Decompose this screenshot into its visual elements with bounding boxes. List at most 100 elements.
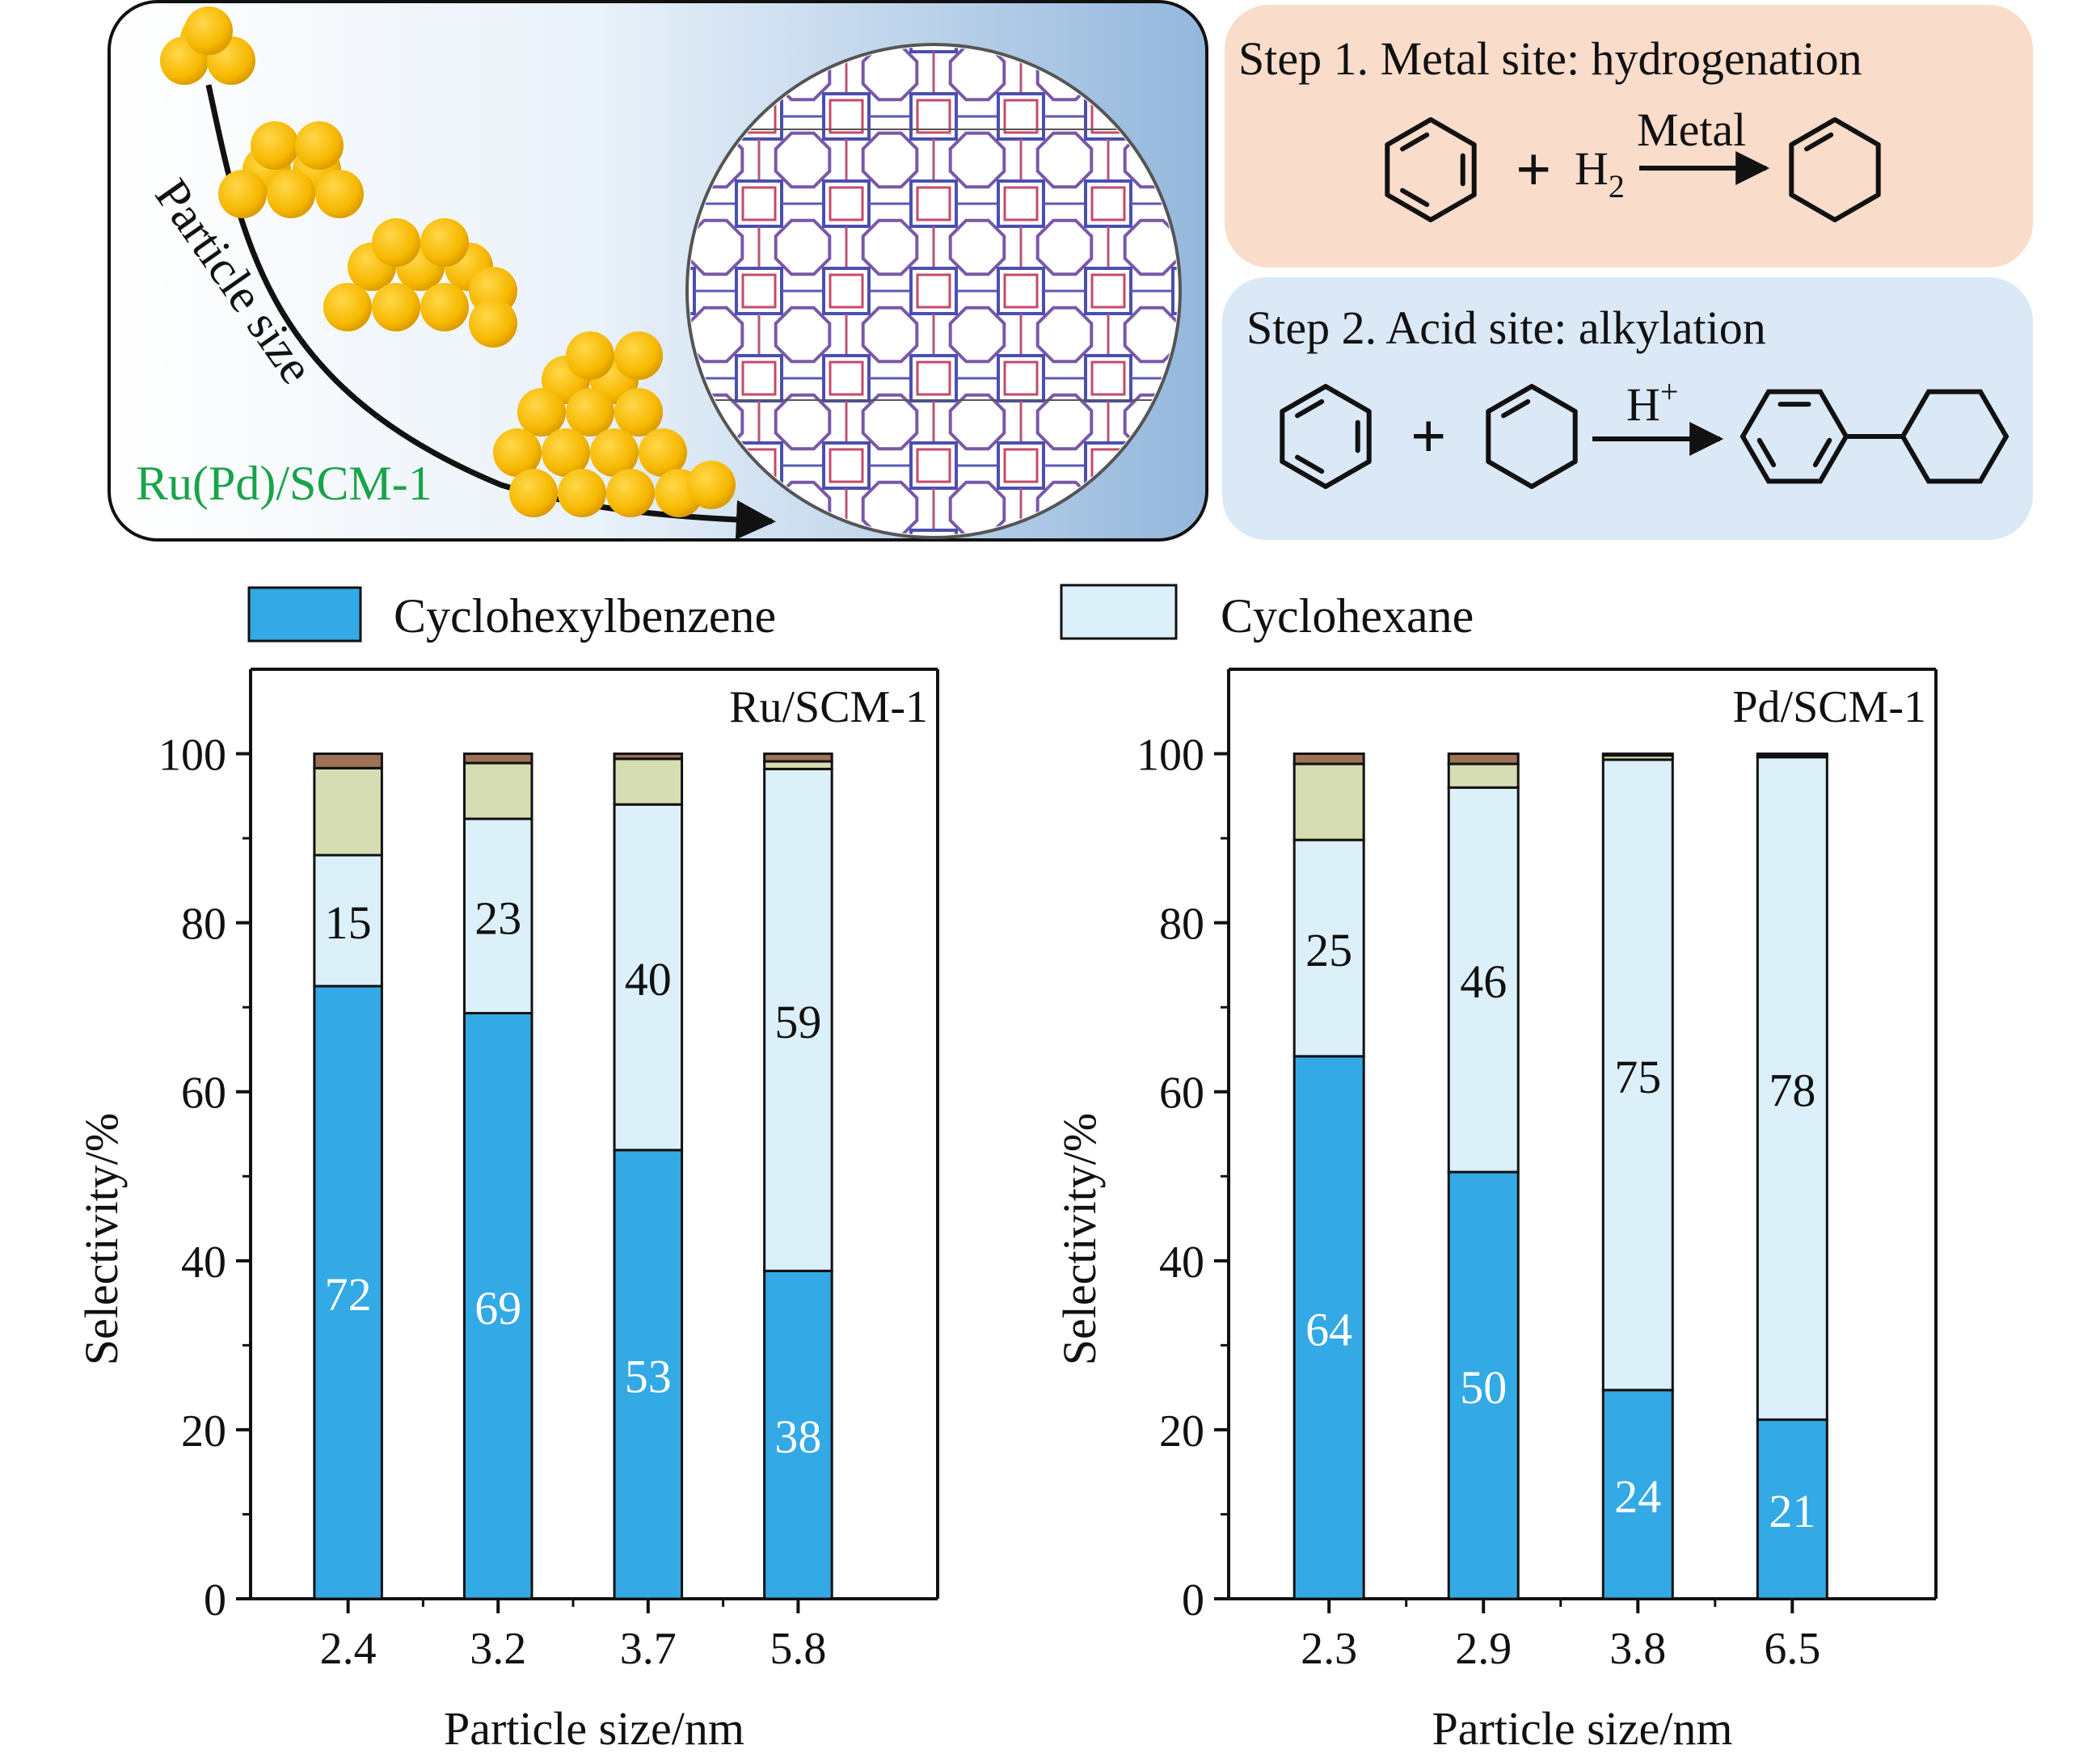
y-tick-label: 20 (181, 1406, 226, 1457)
nanoparticle (590, 428, 639, 477)
data-label: 53 (625, 1350, 672, 1402)
nanoparticle-clusters (160, 6, 736, 517)
y-axis-title: Selectivity/% (1053, 1113, 1106, 1366)
legend-label-cyclohexane: Cyclohexane (1221, 589, 1474, 643)
bar-segment (763, 767, 833, 1272)
nanoparticle (267, 170, 315, 218)
data-label: 21 (1769, 1485, 1815, 1537)
y-tick-label: 80 (1159, 900, 1204, 950)
bar-segment (1292, 762, 1365, 841)
data-label: 69 (474, 1282, 521, 1334)
x-tick-label: 3.8 (1609, 1624, 1666, 1674)
nanoparticle (614, 388, 663, 436)
illustration-panel: Particle size Ru(Pd)/SCM-1 (108, 0, 1208, 542)
nanoparticle (372, 218, 420, 267)
step2-title: Step 2. Acid site: alkylation (1246, 301, 1766, 354)
bar-segment (763, 1269, 833, 1600)
nanoparticle (493, 428, 542, 477)
y-tick-label: 100 (1136, 731, 1204, 781)
y-tick-label: 40 (1159, 1237, 1204, 1288)
nanoparticle (323, 283, 372, 331)
nanoparticle (372, 283, 420, 331)
y-tick-label: 20 (1159, 1406, 1204, 1457)
nanoparticle (566, 331, 614, 380)
bar-segment (1447, 762, 1520, 789)
step1-arrow-label: Metal (1637, 103, 1746, 156)
nanoparticle (218, 170, 267, 218)
bar-segment (1447, 1170, 1520, 1600)
x-axis-title: Particle size/nm (1432, 1702, 1732, 1755)
bar-segment (613, 757, 684, 806)
bar-segment (313, 984, 383, 1600)
data-label: 75 (1614, 1051, 1661, 1103)
bar-segment (1292, 1055, 1365, 1600)
nanoparticle (469, 299, 517, 348)
catalyst-label: Ru(Pd)/SCM-1 (136, 457, 432, 510)
x-tick-label: 2.3 (1301, 1624, 1357, 1674)
x-tick-label: 3.7 (620, 1624, 677, 1674)
y-tick-label: 60 (1159, 1069, 1204, 1119)
legend: Cyclohexylbenzene Cyclohexane (247, 584, 1474, 643)
x-axis-title: Particle size/nm (444, 1702, 744, 1755)
y-tick-label: 40 (181, 1237, 226, 1288)
bar-segment (1447, 786, 1520, 1174)
y-tick-label: 100 (158, 731, 226, 781)
y-axis-title: Selectivity/% (75, 1113, 128, 1366)
bar-segment (313, 753, 383, 769)
data-label: 24 (1614, 1470, 1661, 1523)
bar-segment (1601, 1389, 1674, 1600)
data-label: 46 (1460, 955, 1507, 1008)
data-label: 72 (325, 1268, 372, 1321)
step1-box: Step 1. Metal site: hydrogenation + H2 M… (1225, 5, 2033, 268)
nanoparticle (420, 218, 469, 267)
step2-arrow-label: H+ (1626, 373, 1678, 431)
legend-swatch-cyclohexylbenzene (247, 586, 362, 643)
data-label: 38 (774, 1410, 821, 1463)
x-tick-label: 5.8 (770, 1624, 826, 1674)
bar-segment (613, 753, 684, 761)
step1-title: Step 1. Metal site: hydrogenation (1238, 32, 1862, 85)
bar-segment (1601, 758, 1674, 1392)
panel-label: Pd/SCM-1 (1732, 682, 1926, 732)
cyclohexene-molecule (1486, 384, 1578, 489)
bar-segment (313, 766, 383, 857)
nanoparticle (558, 469, 606, 517)
step1-plus: + (1516, 134, 1551, 204)
nanoparticle (420, 283, 469, 331)
chart-ru-scm1: 0 20 40 60 80 100 2.4 3.2 3.7 5.8 72 15 69 23 53 40 38 59… (75, 668, 939, 1755)
nanoparticle (639, 428, 687, 477)
chart-pd-scm1: 0 20 40 60 80 100 2.3 2.9 3.8 6.5 64 25 50 46 24 75 21 78… (1053, 668, 1938, 1755)
x-tick-label: 6.5 (1764, 1624, 1820, 1674)
benzene-molecule (1385, 117, 1477, 222)
nanoparticle (509, 469, 558, 517)
panel-label: Ru/SCM-1 (729, 682, 928, 732)
data-label: 59 (774, 996, 821, 1048)
y-tick-label: 0 (1182, 1575, 1204, 1625)
bar-segment (1447, 753, 1520, 765)
step2-box: Step 2. Acid site: alkylation + H+ (1222, 277, 2033, 540)
nanoparticle (251, 121, 299, 170)
bar-segment (462, 761, 533, 820)
bar-segment (763, 753, 833, 763)
nanoparticle (517, 388, 566, 436)
nanoparticle (606, 469, 655, 517)
nanoparticle (542, 428, 590, 477)
bar-segment (1292, 838, 1365, 1058)
bar-segment (1292, 753, 1365, 765)
cyclohexene-molecule (1789, 117, 1881, 222)
nanoparticle (687, 461, 736, 509)
data-label: 25 (1305, 924, 1352, 976)
data-label: 40 (625, 953, 672, 1005)
nanoparticle (295, 121, 344, 170)
y-tick-label: 60 (181, 1069, 226, 1119)
step2-plus: + (1411, 401, 1446, 471)
legend-label-cyclohexylbenzene: Cyclohexylbenzene (394, 589, 776, 643)
cyclohexylbenzene-molecule (1739, 389, 2009, 484)
x-tick-label: 2.4 (320, 1624, 377, 1674)
benzene-molecule (1280, 384, 1372, 489)
nanoparticle (566, 388, 614, 436)
y-tick-label: 80 (181, 900, 226, 950)
x-tick-label: 2.9 (1455, 1624, 1512, 1674)
data-label: 50 (1460, 1361, 1507, 1414)
bar-segment (1756, 753, 1828, 757)
